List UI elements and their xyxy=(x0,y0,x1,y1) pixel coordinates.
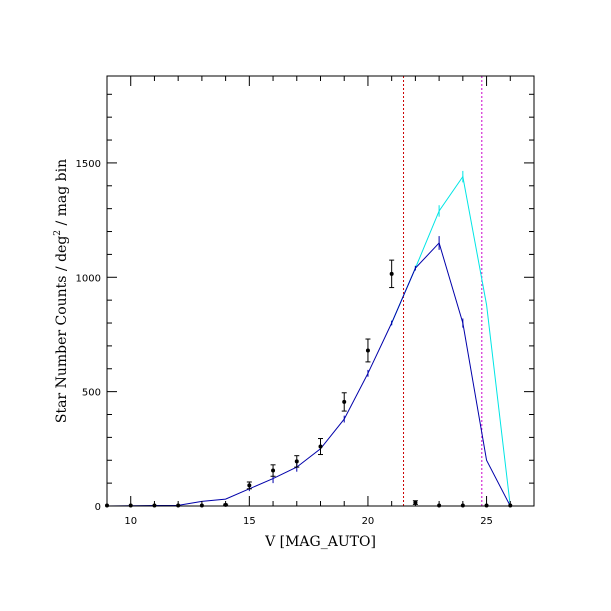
data-point xyxy=(389,271,394,276)
x-tick-label: 10 xyxy=(124,516,137,527)
data-point xyxy=(318,444,323,449)
plot-marks xyxy=(105,76,513,508)
data-point xyxy=(294,459,299,464)
x-tick-label: 15 xyxy=(243,516,256,527)
data-point xyxy=(247,483,252,488)
data-point xyxy=(271,468,276,473)
series-group xyxy=(105,259,513,508)
y-axis-label-superscript: 2 xyxy=(53,230,63,236)
data-point xyxy=(365,348,370,353)
x-axis-label: V [MAG_AUTO] xyxy=(264,534,376,550)
axis-ticks: 10 15 20 25 0 500 1000 1500 xyxy=(76,76,535,527)
y-tick-label: 500 xyxy=(82,388,101,399)
y-tick-label: 1000 xyxy=(76,273,101,284)
series-line xyxy=(106,241,511,507)
y-tick-label: 1500 xyxy=(76,159,101,170)
data-point xyxy=(342,399,347,404)
series-line xyxy=(391,175,511,507)
series-group xyxy=(391,170,511,507)
x-tick-label: 25 xyxy=(480,516,493,527)
y-axis-label-main: Star Number Counts / deg xyxy=(54,236,70,423)
y-axis-label-tail: / mag bin xyxy=(54,159,70,230)
series-group xyxy=(106,236,511,507)
x-tick-label: 20 xyxy=(362,516,375,527)
y-tick-label: 0 xyxy=(95,502,101,513)
y-axis-label: Star Number Counts / deg2 / mag bin xyxy=(53,159,70,423)
